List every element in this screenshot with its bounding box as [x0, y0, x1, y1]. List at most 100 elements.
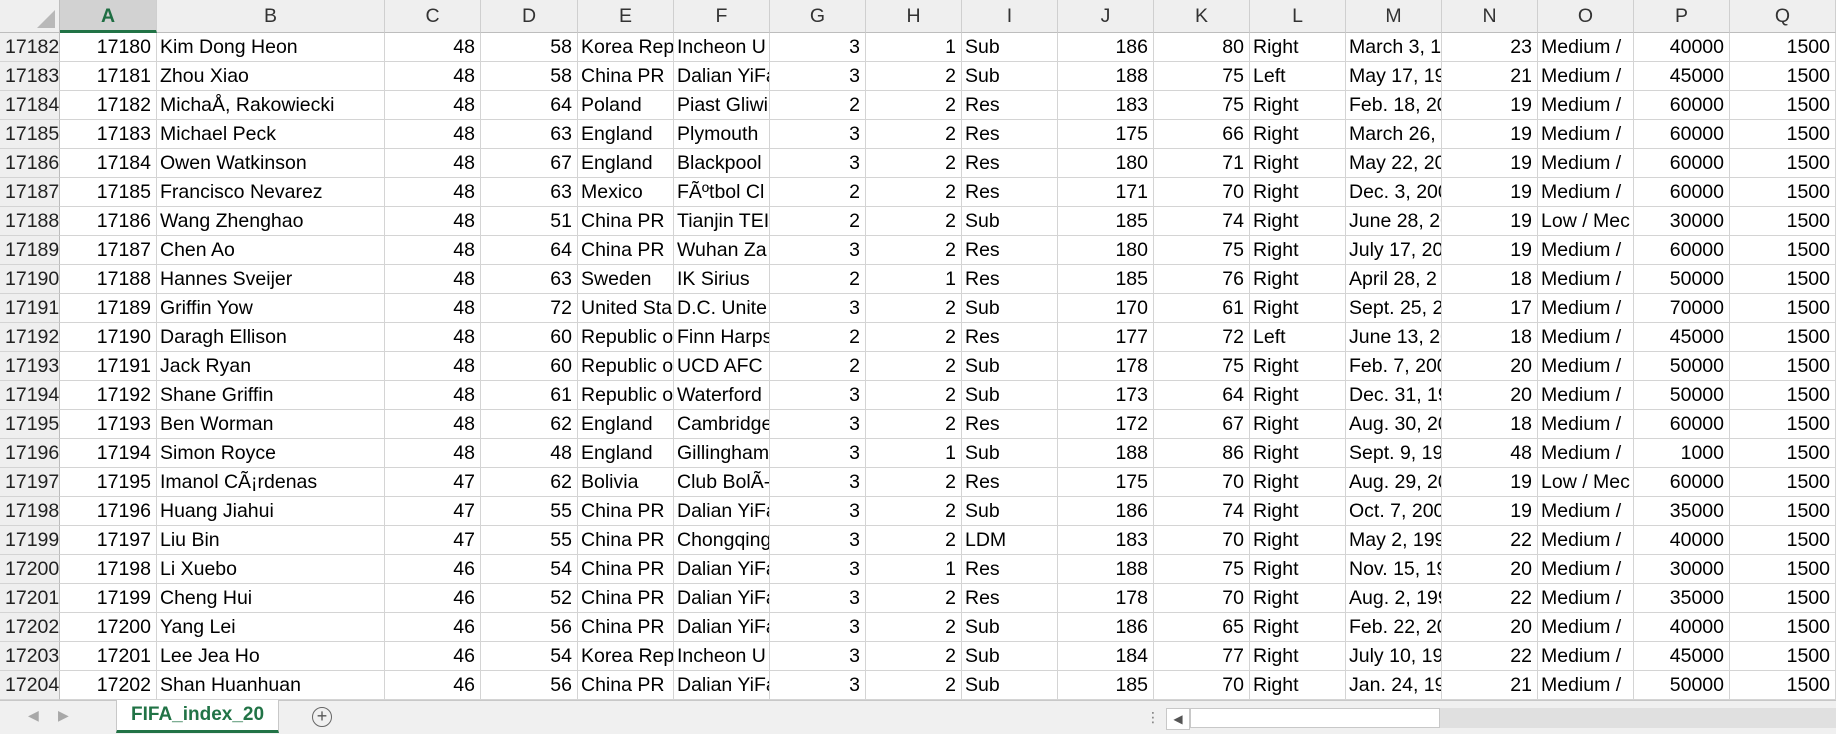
cell-l-17192[interactable]: Left: [1250, 323, 1346, 352]
cell-p-17182[interactable]: 40000: [1634, 33, 1730, 62]
cell-i-17200[interactable]: Res: [962, 555, 1058, 584]
cell-f-17195[interactable]: Cambridge: [674, 410, 770, 439]
cell-h-17202[interactable]: 2: [866, 613, 962, 642]
cell-n-17191[interactable]: 17: [1442, 294, 1538, 323]
cell-d-17192[interactable]: 60: [481, 323, 578, 352]
cell-p-17197[interactable]: 60000: [1634, 468, 1730, 497]
cell-o-17195[interactable]: Medium /: [1538, 410, 1634, 439]
cell-k-17188[interactable]: 74: [1154, 207, 1250, 236]
cell-f-17198[interactable]: Dalian YiFa: [674, 497, 770, 526]
cell-q-17195[interactable]: 1500: [1730, 410, 1836, 439]
cell-a-17199[interactable]: 17197: [60, 526, 157, 555]
cell-h-17204[interactable]: 2: [866, 671, 962, 700]
cell-d-17202[interactable]: 56: [481, 613, 578, 642]
cell-l-17204[interactable]: Right: [1250, 671, 1346, 700]
cell-p-17204[interactable]: 50000: [1634, 671, 1730, 700]
cell-g-17198[interactable]: 3: [770, 497, 866, 526]
cell-p-17194[interactable]: 50000: [1634, 381, 1730, 410]
cell-e-17199[interactable]: China PR: [578, 526, 674, 555]
cell-q-17191[interactable]: 1500: [1730, 294, 1836, 323]
cell-k-17204[interactable]: 70: [1154, 671, 1250, 700]
cell-n-17190[interactable]: 18: [1442, 265, 1538, 294]
cell-a-17187[interactable]: 17185: [60, 178, 157, 207]
row-header[interactable]: 17196: [0, 439, 60, 468]
cell-o-17193[interactable]: Medium /: [1538, 352, 1634, 381]
cell-m-17201[interactable]: Aug. 2, 199: [1346, 584, 1442, 613]
cell-m-17202[interactable]: Feb. 22, 20: [1346, 613, 1442, 642]
cell-k-17200[interactable]: 75: [1154, 555, 1250, 584]
cell-o-17194[interactable]: Medium /: [1538, 381, 1634, 410]
cell-b-17194[interactable]: Shane Griffin: [157, 381, 385, 410]
cell-d-17200[interactable]: 54: [481, 555, 578, 584]
column-header-g[interactable]: G: [770, 0, 866, 33]
cell-m-17195[interactable]: Aug. 30, 20: [1346, 410, 1442, 439]
cell-c-17185[interactable]: 48: [385, 120, 481, 149]
cell-c-17202[interactable]: 46: [385, 613, 481, 642]
cell-m-17186[interactable]: May 22, 20: [1346, 149, 1442, 178]
cell-j-17191[interactable]: 170: [1058, 294, 1154, 323]
cell-c-17189[interactable]: 48: [385, 236, 481, 265]
cell-b-17191[interactable]: Griffin Yow: [157, 294, 385, 323]
cell-l-17184[interactable]: Right: [1250, 91, 1346, 120]
column-header-i[interactable]: I: [962, 0, 1058, 33]
cell-b-17186[interactable]: Owen Watkinson: [157, 149, 385, 178]
cell-g-17201[interactable]: 3: [770, 584, 866, 613]
cell-e-17184[interactable]: Poland: [578, 91, 674, 120]
column-header-h[interactable]: H: [866, 0, 962, 33]
cell-e-17201[interactable]: China PR: [578, 584, 674, 613]
cell-b-17185[interactable]: Michael Peck: [157, 120, 385, 149]
cell-f-17200[interactable]: Dalian YiFa: [674, 555, 770, 584]
cell-i-17187[interactable]: Res: [962, 178, 1058, 207]
cell-n-17184[interactable]: 19: [1442, 91, 1538, 120]
cell-n-17197[interactable]: 19: [1442, 468, 1538, 497]
cell-g-17189[interactable]: 3: [770, 236, 866, 265]
cell-p-17184[interactable]: 60000: [1634, 91, 1730, 120]
cell-n-17204[interactable]: 21: [1442, 671, 1538, 700]
cell-d-17197[interactable]: 62: [481, 468, 578, 497]
cell-l-17199[interactable]: Right: [1250, 526, 1346, 555]
cell-i-17193[interactable]: Sub: [962, 352, 1058, 381]
row-header[interactable]: 17197: [0, 468, 60, 497]
cell-k-17183[interactable]: 75: [1154, 62, 1250, 91]
cell-c-17194[interactable]: 48: [385, 381, 481, 410]
cell-i-17182[interactable]: Sub: [962, 33, 1058, 62]
cell-o-17190[interactable]: Medium /: [1538, 265, 1634, 294]
row-header[interactable]: 17202: [0, 613, 60, 642]
cell-d-17190[interactable]: 63: [481, 265, 578, 294]
cell-h-17194[interactable]: 2: [866, 381, 962, 410]
cell-h-17199[interactable]: 2: [866, 526, 962, 555]
cell-l-17193[interactable]: Right: [1250, 352, 1346, 381]
cell-g-17183[interactable]: 3: [770, 62, 866, 91]
row-header[interactable]: 17182: [0, 33, 60, 62]
cell-e-17186[interactable]: England: [578, 149, 674, 178]
row-header[interactable]: 17183: [0, 62, 60, 91]
cell-k-17195[interactable]: 67: [1154, 410, 1250, 439]
cell-b-17197[interactable]: Imanol CÃ¡rdenas: [157, 468, 385, 497]
cell-l-17188[interactable]: Right: [1250, 207, 1346, 236]
cell-n-17193[interactable]: 20: [1442, 352, 1538, 381]
cell-m-17198[interactable]: Oct. 7, 200: [1346, 497, 1442, 526]
cell-b-17203[interactable]: Lee Jea Ho: [157, 642, 385, 671]
cell-i-17192[interactable]: Res: [962, 323, 1058, 352]
cell-m-17189[interactable]: July 17, 20: [1346, 236, 1442, 265]
cell-q-17197[interactable]: 1500: [1730, 468, 1836, 497]
cell-q-17185[interactable]: 1500: [1730, 120, 1836, 149]
cell-a-17193[interactable]: 17191: [60, 352, 157, 381]
prev-sheet-arrow-icon[interactable]: ◀: [28, 707, 39, 723]
column-header-j[interactable]: J: [1058, 0, 1154, 33]
cell-p-17201[interactable]: 35000: [1634, 584, 1730, 613]
cell-b-17196[interactable]: Simon Royce: [157, 439, 385, 468]
cell-k-17202[interactable]: 65: [1154, 613, 1250, 642]
cell-i-17188[interactable]: Sub: [962, 207, 1058, 236]
row-header[interactable]: 17194: [0, 381, 60, 410]
cell-h-17188[interactable]: 2: [866, 207, 962, 236]
cell-p-17191[interactable]: 70000: [1634, 294, 1730, 323]
cell-l-17196[interactable]: Right: [1250, 439, 1346, 468]
cell-e-17203[interactable]: Korea Rep: [578, 642, 674, 671]
cell-i-17190[interactable]: Res: [962, 265, 1058, 294]
row-header[interactable]: 17195: [0, 410, 60, 439]
cell-e-17197[interactable]: Bolivia: [578, 468, 674, 497]
cell-m-17192[interactable]: June 13, 20: [1346, 323, 1442, 352]
cell-q-17187[interactable]: 1500: [1730, 178, 1836, 207]
cell-n-17196[interactable]: 48: [1442, 439, 1538, 468]
